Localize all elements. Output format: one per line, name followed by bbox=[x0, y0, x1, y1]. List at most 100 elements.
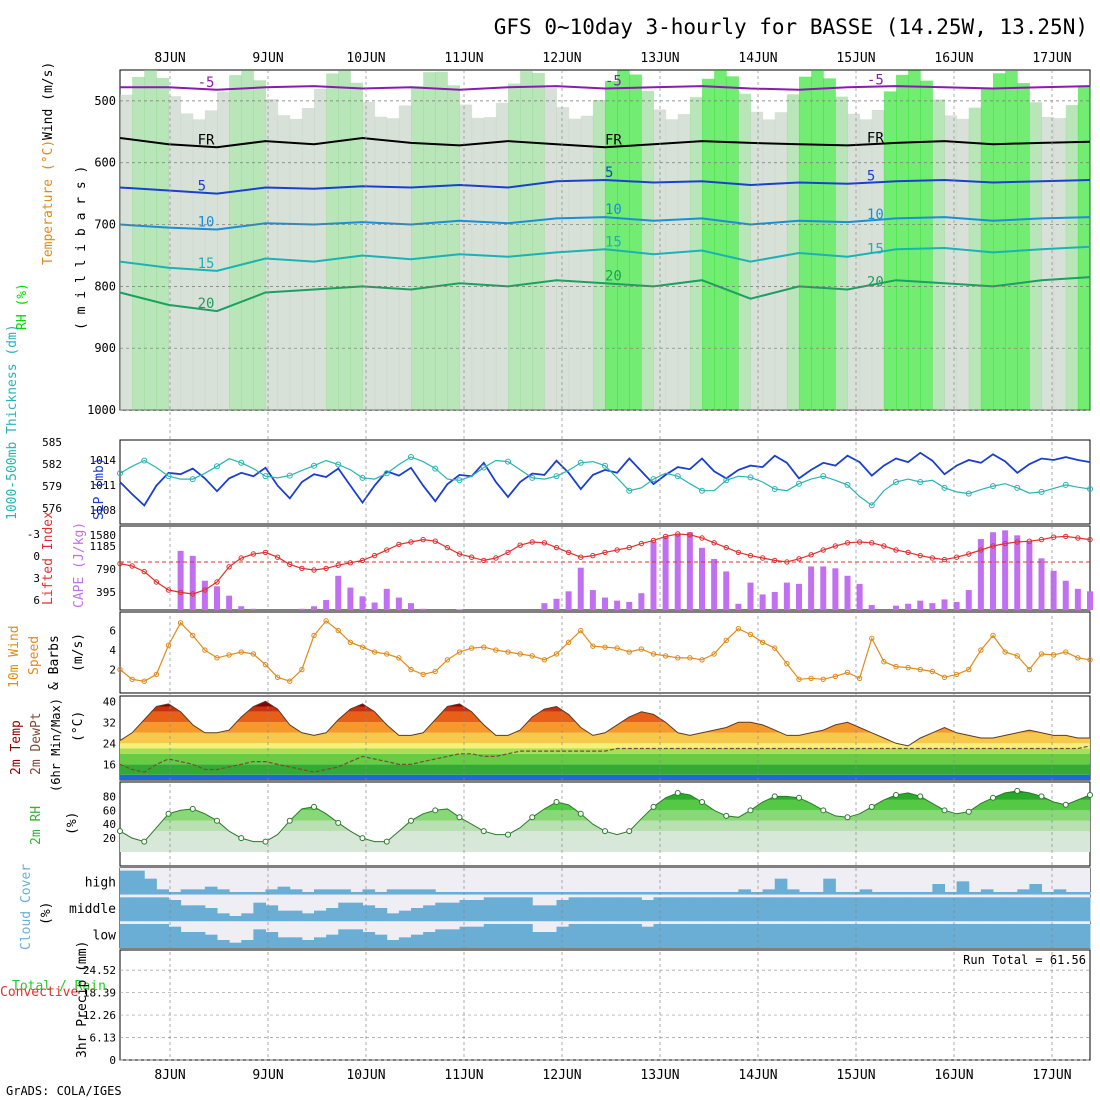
cloud-cell bbox=[508, 892, 521, 895]
lifted-point bbox=[662, 533, 669, 540]
cloud-cell bbox=[374, 908, 388, 922]
cloud-cell bbox=[144, 878, 157, 895]
cloud-cell bbox=[871, 924, 885, 948]
lifted-point bbox=[1014, 539, 1020, 545]
isotherm-line bbox=[120, 85, 1091, 91]
wind-speed-point bbox=[1026, 666, 1033, 673]
cloud-cell bbox=[362, 889, 376, 895]
thickness-point bbox=[359, 474, 366, 481]
ytick-label: 40 bbox=[103, 695, 116, 708]
cloud-cell bbox=[423, 932, 436, 948]
cape-bar bbox=[917, 600, 924, 610]
rh-shade-column bbox=[968, 107, 982, 410]
cloud-cell bbox=[726, 897, 739, 922]
rh-band bbox=[120, 792, 1090, 800]
date-label-bottom: 10JUN bbox=[346, 1068, 385, 1083]
cloud-cell bbox=[144, 897, 157, 922]
thickness-point bbox=[796, 480, 802, 487]
cloud-cell bbox=[1005, 897, 1018, 922]
cloud-cell bbox=[301, 940, 315, 948]
cloud-cell bbox=[495, 892, 509, 895]
rh-point bbox=[844, 814, 851, 821]
ytick-label: 18.39 bbox=[83, 987, 116, 1000]
lifted-point bbox=[396, 541, 402, 548]
lifted-point bbox=[238, 555, 244, 561]
cloud-cell bbox=[1077, 892, 1091, 895]
cloud-cell bbox=[605, 924, 618, 948]
cloud-cell bbox=[265, 932, 279, 948]
lifted-point bbox=[941, 556, 948, 563]
cloud-cell bbox=[968, 892, 982, 895]
cloud-cell bbox=[617, 892, 630, 895]
cape-bar bbox=[565, 591, 572, 610]
cloud-cell bbox=[362, 932, 376, 948]
rh-point bbox=[674, 789, 681, 796]
cloud-cell bbox=[920, 924, 933, 948]
rh-shade-column bbox=[762, 119, 776, 410]
cape-bar bbox=[941, 599, 948, 610]
rh-point bbox=[965, 808, 972, 815]
cloud-cell bbox=[786, 889, 800, 895]
cape-bar bbox=[820, 566, 827, 610]
cloud-cell bbox=[629, 892, 642, 895]
ytick-label: 80 bbox=[103, 790, 116, 803]
cloud-cell bbox=[447, 892, 460, 895]
lifted-point bbox=[153, 579, 160, 585]
rh-shade-column bbox=[1029, 102, 1042, 410]
cape-bar bbox=[553, 598, 560, 610]
rh-point bbox=[553, 798, 560, 805]
cloud-cell bbox=[277, 886, 291, 895]
cloud-cell bbox=[823, 897, 836, 922]
lifted-point bbox=[747, 552, 754, 559]
rh-point bbox=[747, 807, 754, 814]
cloud-cell bbox=[1029, 897, 1042, 922]
ylabel-wind: Wind (m/s) bbox=[41, 62, 56, 140]
cape-bar bbox=[832, 568, 839, 610]
cloud-cell bbox=[471, 900, 485, 922]
ylabel-wind10: 10m Wind bbox=[7, 625, 22, 688]
rh-point bbox=[311, 803, 317, 810]
wind-speed-point bbox=[675, 655, 681, 661]
rh-shade-column bbox=[835, 96, 848, 410]
cloud-cell bbox=[580, 897, 594, 922]
isotherm-label: FR bbox=[605, 132, 622, 148]
cloud-cell bbox=[896, 924, 909, 948]
lifted-point bbox=[408, 539, 414, 545]
ytick-label: 6 bbox=[33, 594, 40, 607]
cloud-cell bbox=[229, 916, 242, 922]
cloud-cell bbox=[1065, 924, 1079, 948]
cloud-cell bbox=[871, 892, 885, 895]
wind-speed-point bbox=[966, 666, 972, 673]
rh-shade-column bbox=[326, 73, 339, 410]
cape-bar bbox=[250, 608, 257, 610]
rh-point bbox=[238, 835, 245, 842]
rh-shade-column bbox=[738, 93, 751, 410]
lifted-point bbox=[202, 587, 208, 593]
cloud-cell bbox=[1053, 889, 1067, 895]
cloud-cell bbox=[277, 937, 291, 948]
ylabel-barbs: & Barbs bbox=[47, 635, 62, 690]
temp-band bbox=[120, 743, 1090, 749]
ylabel-slp: SLP (mb) bbox=[92, 457, 107, 520]
cloud-cell bbox=[883, 897, 897, 922]
wind-speed-point bbox=[929, 668, 936, 675]
cloud-cell bbox=[629, 897, 642, 922]
cloud-cell bbox=[120, 897, 133, 922]
lifted-point bbox=[905, 549, 911, 556]
cape-bar bbox=[214, 586, 220, 610]
ytick-label: 12.26 bbox=[83, 1009, 116, 1022]
lifted-point bbox=[893, 547, 899, 553]
lifted-point bbox=[650, 537, 657, 544]
cape-bar bbox=[201, 580, 208, 610]
wind-speed-point bbox=[238, 649, 244, 655]
cloud-cell bbox=[556, 892, 570, 895]
cloud-cell bbox=[350, 892, 363, 895]
cloud-cell bbox=[932, 884, 945, 895]
cloud-cell bbox=[896, 892, 909, 895]
ytick-label: 395 bbox=[96, 586, 116, 599]
rh-band bbox=[120, 790, 1090, 793]
cape-bar bbox=[965, 590, 972, 610]
rh-shade-column bbox=[120, 94, 133, 411]
cloud-cell bbox=[629, 924, 642, 948]
